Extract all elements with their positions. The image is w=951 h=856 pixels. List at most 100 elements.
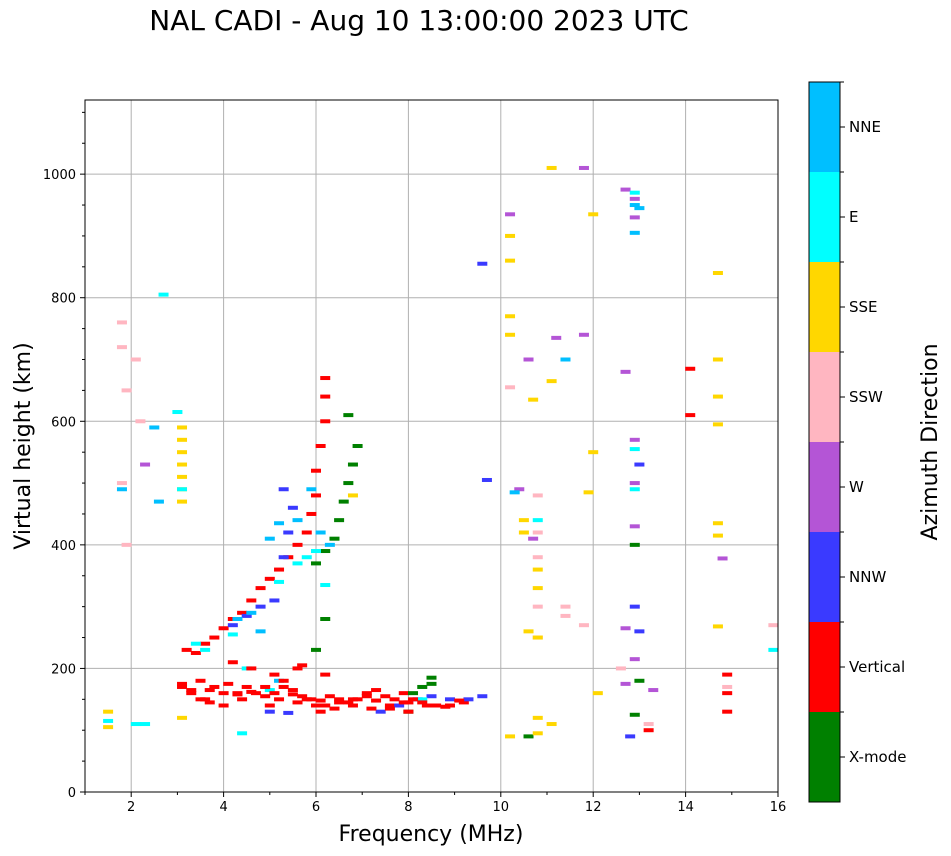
data-point	[514, 487, 525, 492]
data-point	[629, 604, 640, 609]
data-point	[509, 490, 520, 495]
data-point	[246, 610, 257, 615]
data-point	[274, 567, 285, 572]
data-point	[551, 335, 562, 340]
data-point	[329, 536, 340, 541]
data-point	[588, 212, 599, 217]
data-point	[629, 712, 640, 717]
data-point	[103, 718, 114, 723]
data-point	[334, 518, 345, 523]
data-point	[246, 598, 257, 603]
data-point	[186, 691, 197, 696]
colorbar-swatch	[809, 82, 840, 172]
colorbar-tick-label: E	[849, 208, 858, 226]
data-point	[301, 530, 312, 535]
data-point	[629, 196, 640, 201]
data-point	[255, 586, 266, 591]
data-point	[320, 583, 331, 588]
data-point	[227, 660, 238, 665]
data-point	[361, 691, 372, 696]
data-point	[186, 688, 197, 693]
x-axis-label: Frequency (MHz)	[339, 822, 524, 847]
data-point	[463, 697, 474, 702]
data-point	[241, 613, 252, 618]
data-point	[274, 521, 285, 526]
data-point	[426, 681, 437, 686]
data-point	[629, 487, 640, 492]
data-point	[532, 493, 543, 498]
data-point	[505, 233, 516, 238]
data-point	[408, 691, 419, 696]
data-point	[264, 709, 275, 714]
x-axis: 2 4 6 8 10 12 14 16	[84, 792, 787, 815]
colorbar-tick-label: W	[849, 478, 864, 496]
x-tick-label: 6	[312, 800, 320, 815]
data-point	[311, 493, 321, 498]
data-point	[347, 493, 358, 498]
data-point	[103, 709, 114, 714]
data-point	[523, 629, 534, 634]
data-point	[149, 425, 160, 430]
data-point	[227, 623, 238, 628]
data-point	[241, 684, 252, 689]
data-point	[588, 450, 599, 455]
data-point	[320, 394, 331, 399]
data-point	[232, 691, 243, 696]
data-point	[371, 698, 382, 703]
colorbar-tick-label: NNW	[849, 568, 886, 586]
data-point	[264, 576, 275, 581]
data-point	[643, 722, 654, 727]
data-point	[306, 511, 317, 516]
data-point	[204, 700, 215, 705]
data-point	[505, 734, 516, 739]
data-point	[389, 697, 400, 702]
data-point	[371, 688, 382, 693]
data-point	[278, 555, 289, 560]
data-point	[546, 165, 557, 170]
data-point	[135, 419, 146, 424]
data-point	[343, 413, 354, 418]
data-point	[352, 444, 363, 448]
data-point	[320, 376, 331, 381]
data-point	[532, 530, 543, 535]
data-point	[421, 703, 432, 708]
data-point	[269, 672, 280, 677]
data-point	[643, 728, 654, 733]
x-tick-label: 4	[219, 800, 227, 815]
data-point	[121, 542, 132, 547]
data-marks	[103, 165, 779, 739]
data-point	[255, 604, 266, 609]
data-point	[297, 694, 308, 699]
data-point	[269, 598, 280, 603]
data-point	[315, 709, 326, 714]
data-point	[172, 410, 183, 415]
data-point	[532, 715, 543, 720]
data-point	[629, 542, 640, 547]
data-point	[629, 203, 640, 208]
data-point	[278, 684, 289, 689]
data-point	[685, 413, 696, 418]
data-point	[306, 487, 317, 492]
colorbar-tick-label: SSW	[849, 388, 883, 406]
x-tick-label: 12	[585, 800, 602, 815]
data-point	[634, 678, 645, 683]
data-point	[426, 694, 437, 699]
data-point	[177, 450, 188, 455]
data-point	[116, 487, 127, 492]
colorbar-label: Azimuth Direction	[918, 343, 943, 540]
data-point	[505, 314, 516, 319]
data-point	[528, 397, 539, 402]
data-point	[444, 703, 455, 708]
data-point	[505, 332, 516, 337]
colorbar-swatch	[809, 262, 840, 352]
data-point	[481, 477, 492, 482]
data-point	[712, 394, 723, 399]
x-tick-label: 16	[770, 800, 787, 815]
data-point	[505, 258, 516, 263]
data-point	[177, 437, 188, 442]
data-point	[347, 462, 358, 467]
data-point	[283, 530, 294, 535]
data-point	[190, 650, 201, 655]
data-point	[560, 613, 571, 618]
